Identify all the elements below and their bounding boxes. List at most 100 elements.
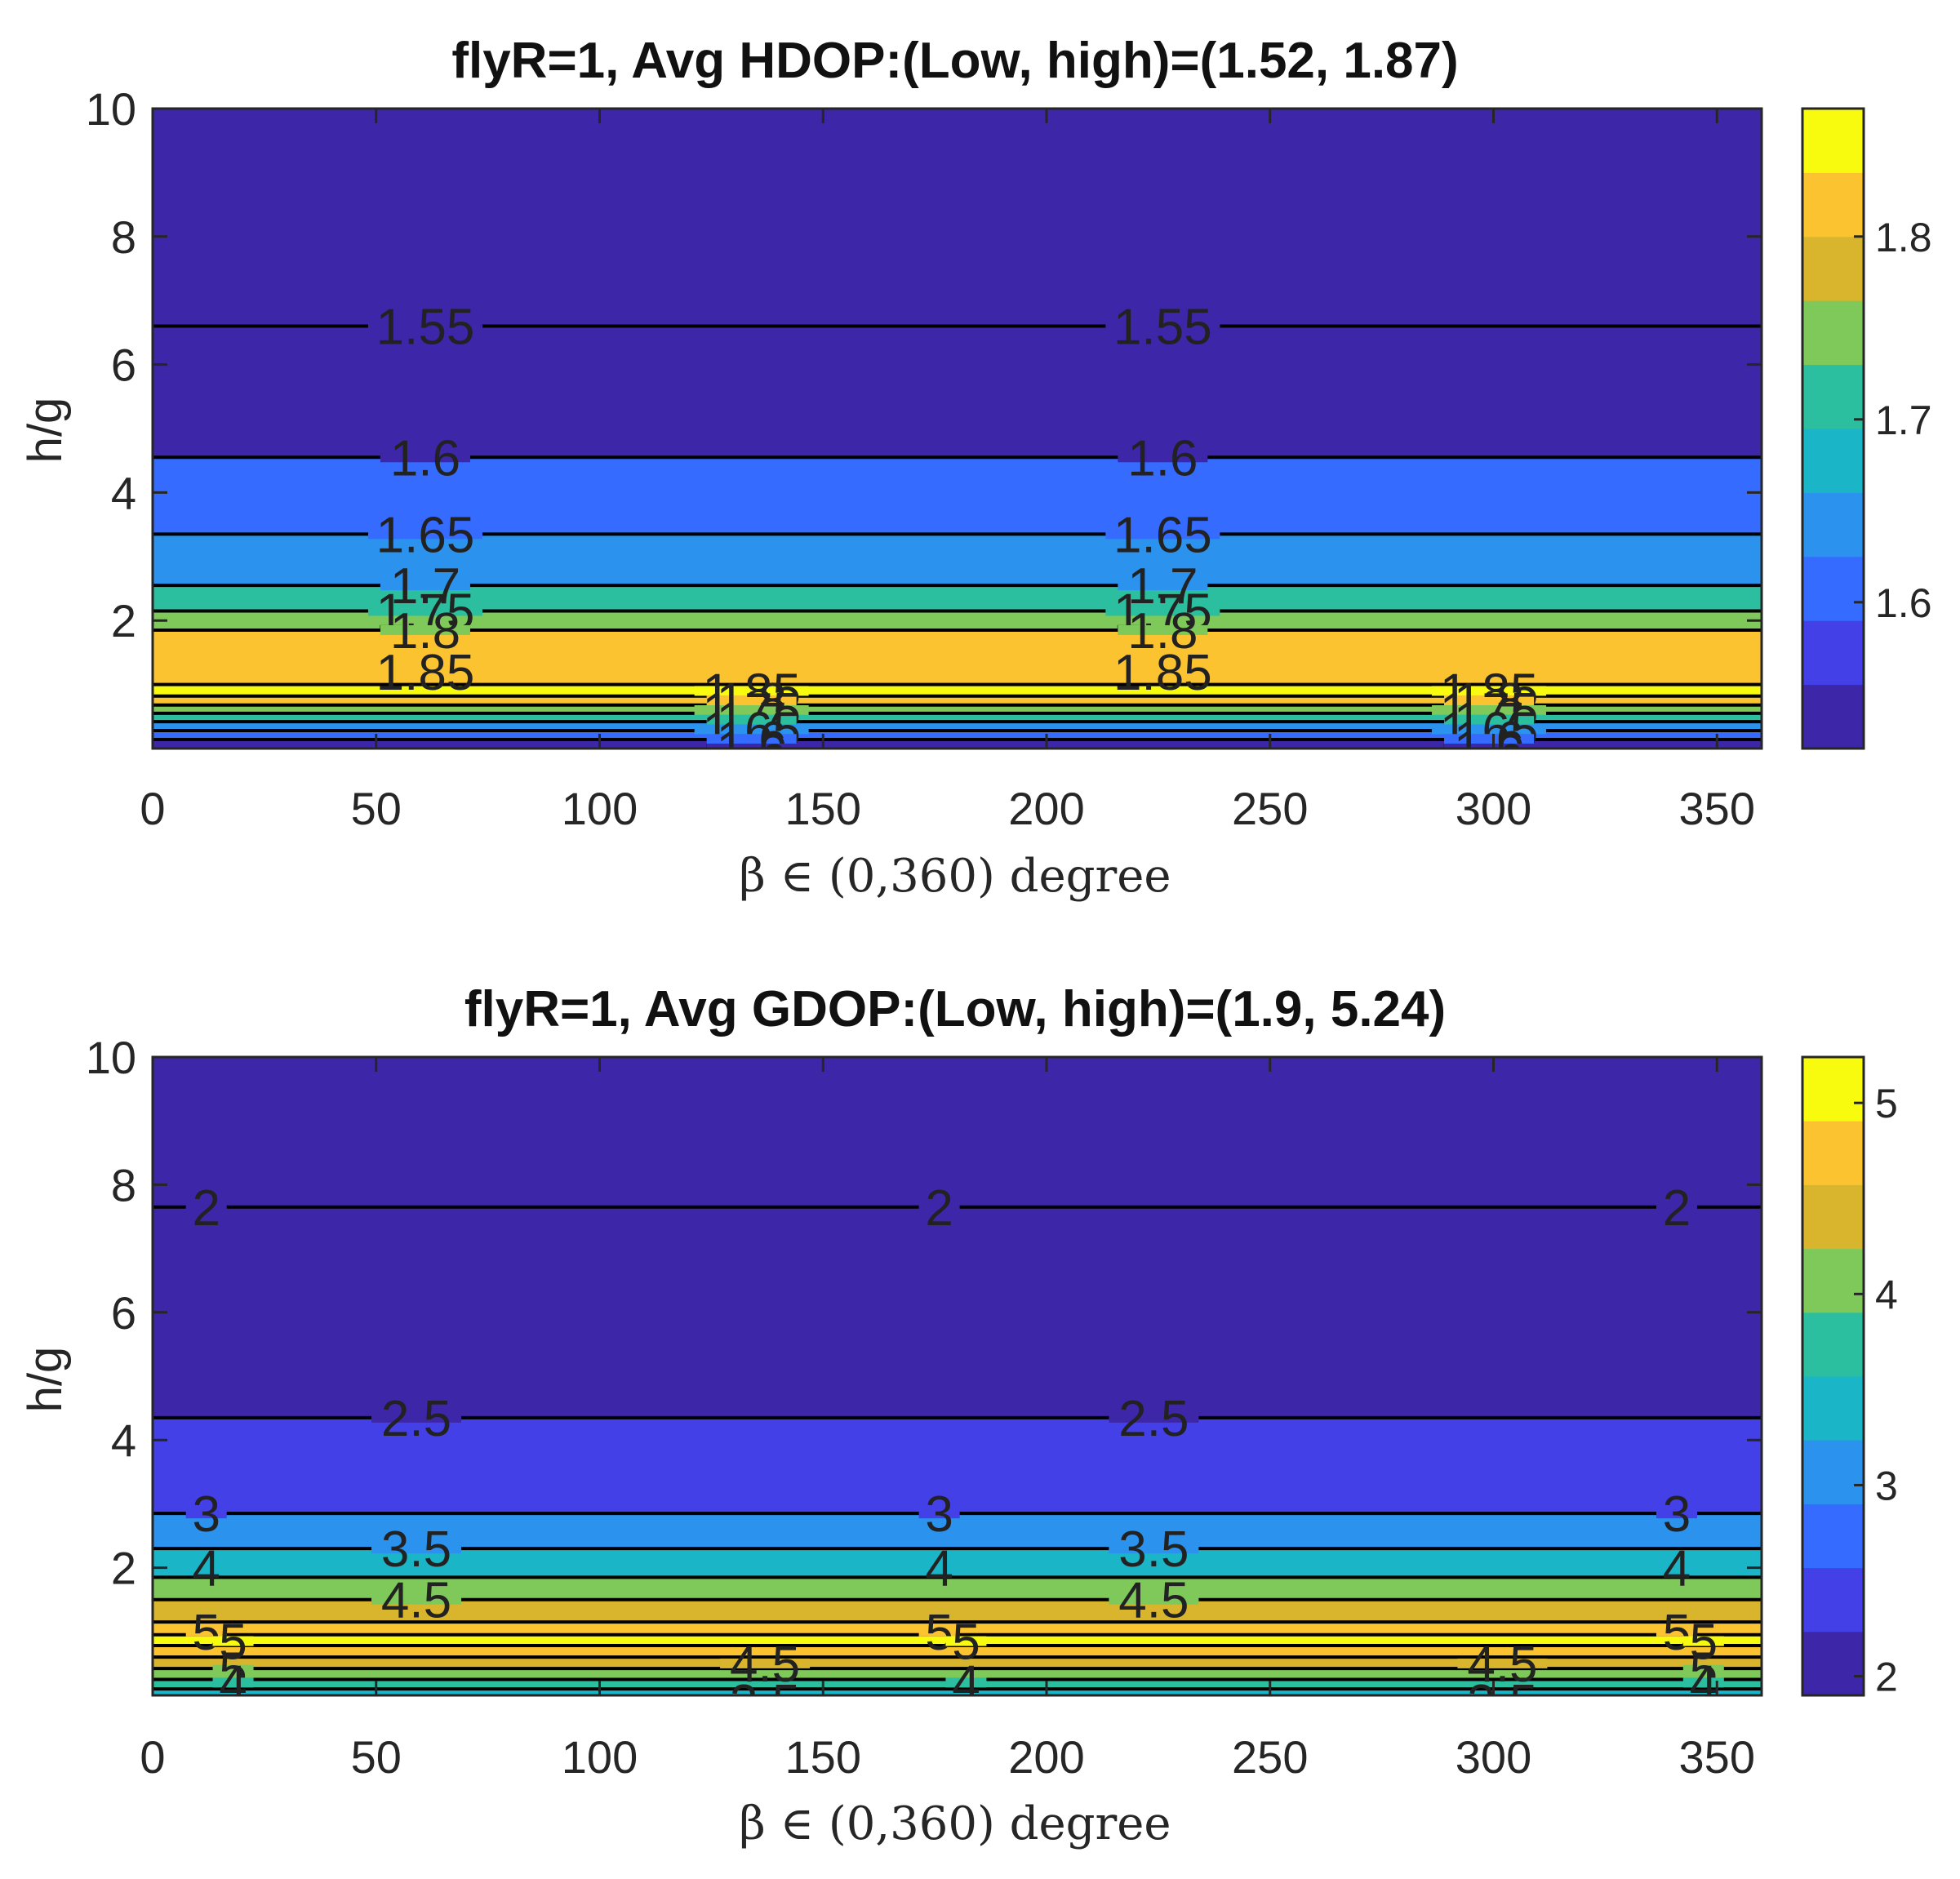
- contour-label-gap: [694, 704, 809, 715]
- contour-label: 1.7: [1127, 558, 1198, 615]
- contour-label: 4: [1663, 1541, 1691, 1597]
- contour-band-0: [153, 1057, 1762, 1207]
- y-tick-label: 6: [111, 1287, 136, 1339]
- x-tick-label: 100: [562, 783, 638, 834]
- contour-band-13: [153, 740, 1762, 748]
- contour-label-gap: [1105, 666, 1220, 677]
- contour-label-gap: [1118, 452, 1208, 463]
- contour-label: 3: [925, 1486, 953, 1543]
- colorbar-segment-9: [1802, 1057, 1864, 1122]
- contour-band-2: [153, 1417, 1762, 1514]
- x-tick-label: 250: [1232, 1731, 1308, 1783]
- contour-label: 5: [952, 1615, 980, 1671]
- contour-label: 1.6: [390, 430, 460, 486]
- contour-label: 1.85: [376, 645, 475, 701]
- colorbar-segment-9: [1802, 109, 1864, 173]
- colorbar-segment-5: [1802, 1312, 1864, 1377]
- contour-band-1: [153, 1206, 1762, 1418]
- contour-label: 2.5: [1118, 1391, 1189, 1447]
- gdop-panel: flyR=1, Avg GDOP:(Low, high)=(1.9, 5.24)…: [19, 981, 1898, 1850]
- contour-label-gap: [1656, 1626, 1697, 1637]
- contour-label-gap: [371, 1412, 462, 1423]
- contour-label: 4.5: [1118, 1573, 1189, 1629]
- colorbar-frame: [1801, 1055, 1865, 1697]
- contour-label: 1.6: [1454, 712, 1524, 768]
- contour-label-gap: [367, 606, 482, 616]
- hdop-ylabel: h/g: [19, 398, 72, 464]
- contour-label: 3.5: [730, 1675, 800, 1731]
- x-tick-label: 300: [1456, 1731, 1531, 1783]
- contour-band-9: [153, 704, 1762, 713]
- contour-label: 1.55: [1113, 300, 1212, 356]
- contour-label-gap: [1109, 1412, 1199, 1423]
- colorbar-tick-label: 4: [1875, 1272, 1898, 1317]
- contour-label-gap: [1682, 1677, 1724, 1688]
- contour-label-gap: [367, 529, 482, 540]
- contour-label: 3.5: [1467, 1675, 1537, 1731]
- colorbar-segment-3: [1802, 1440, 1864, 1504]
- contour-label: 4: [1690, 1655, 1718, 1712]
- contour-label: 1.8: [390, 603, 460, 660]
- gdop-plot-area: 234555423455423455542.53.54.52.53.54.54.…: [86, 1032, 1763, 1783]
- contour-label: 4: [192, 1541, 220, 1597]
- colorbar-tick-label: 1.8: [1875, 215, 1932, 260]
- contour-label: 3: [192, 1486, 220, 1543]
- contour-label: 3.5: [1118, 1521, 1189, 1578]
- y-tick-label: 8: [111, 1159, 136, 1210]
- contour-label-gap: [1457, 1658, 1548, 1668]
- contour-label-gap: [1109, 1594, 1199, 1605]
- hdop-title: flyR=1, Avg HDOP:(Low, high)=(1.52, 1.87…: [451, 33, 1458, 89]
- contour-label-gap: [918, 1508, 960, 1519]
- contour-label-gap: [1444, 714, 1535, 725]
- y-tick-label: 4: [111, 467, 136, 518]
- contour-band-3: [153, 534, 1762, 586]
- contour-label-gap: [1444, 695, 1535, 706]
- contour-label-gap: [1682, 1636, 1724, 1646]
- colorbar-segment-7: [1802, 236, 1864, 301]
- contour-label-gap: [185, 1508, 227, 1519]
- contour-band-2: [153, 457, 1762, 535]
- contour-label-gap: [367, 666, 482, 677]
- gdop-xlabel: β ∈ (0,360) degree: [739, 1797, 1171, 1850]
- contour-label-gap: [1118, 580, 1208, 591]
- contour-label: 2: [925, 1180, 953, 1237]
- contour-layer: 1.551.61.651.71.751.81.851.551.61.651.71…: [153, 109, 1762, 778]
- gdop-ylabel: h/g: [19, 1347, 72, 1413]
- contour-band-1: [153, 326, 1762, 458]
- contour-band-11: [153, 722, 1762, 731]
- x-tick-label: 100: [562, 1731, 638, 1783]
- contour-label: 1.8: [1127, 603, 1198, 660]
- colorbar-tick-label: 5: [1875, 1081, 1898, 1126]
- contour-label-gap: [1109, 1544, 1199, 1554]
- x-tick-label: 150: [785, 1731, 861, 1783]
- colorbar-segment-0: [1802, 1631, 1864, 1696]
- colorbar-segment-1: [1802, 620, 1864, 686]
- colorbar-frame: [1801, 107, 1865, 750]
- contour-label-gap: [918, 1202, 960, 1212]
- y-tick-label: 4: [111, 1415, 136, 1466]
- contour-label-gap: [1656, 1508, 1697, 1519]
- hdop-colorbar: 1.6 1.7 1.8: [1801, 107, 1932, 750]
- contour-label: 5: [1663, 1605, 1691, 1661]
- contour-label-gap: [380, 580, 470, 591]
- contour-label-gap: [1444, 734, 1535, 744]
- contour-band-8: [153, 695, 1762, 705]
- contour-label-gap: [1432, 704, 1547, 715]
- contour-label: 1.6: [1454, 722, 1524, 778]
- contour-label-gap: [945, 1636, 987, 1646]
- contour-band-10: [153, 1657, 1762, 1669]
- contour-label: 5: [1690, 1615, 1718, 1671]
- hdop-xlabel: β ∈ (0,360) degree: [739, 850, 1171, 903]
- axes-box: [151, 1055, 1763, 1697]
- axes-box: [151, 107, 1763, 750]
- contour-label-gap: [720, 1697, 810, 1707]
- contour-label-gap: [1105, 529, 1220, 540]
- x-tick-label: 50: [351, 783, 402, 834]
- contour-band-7: [153, 684, 1762, 696]
- contour-label-gap: [1682, 1664, 1724, 1675]
- x-tick-label: 0: [140, 783, 165, 834]
- contour-label-gap: [1105, 321, 1220, 331]
- colorbar-segment-1: [1802, 1567, 1864, 1632]
- contour-label-gap: [185, 1202, 227, 1212]
